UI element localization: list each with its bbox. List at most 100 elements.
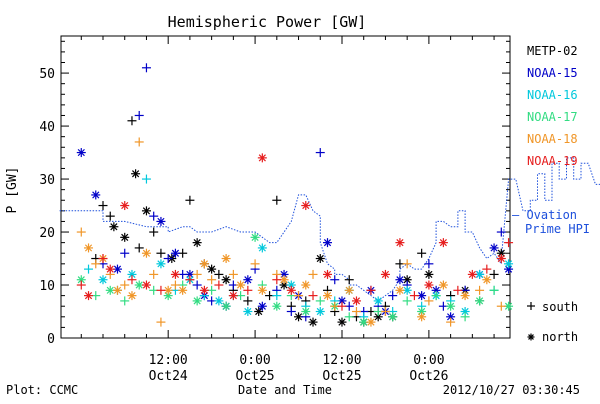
data-point-south: [170, 280, 180, 290]
data-point-south: [424, 259, 434, 269]
data-point-south: [149, 211, 159, 221]
data-point-south: [76, 227, 86, 237]
data-point-south: [105, 211, 115, 221]
data-point-south: [250, 259, 260, 269]
data-point-south: [156, 248, 166, 258]
data-point-north: [257, 153, 267, 163]
data-point-north: [112, 285, 122, 295]
ovation-label-line2: Prime HPI: [525, 222, 590, 236]
data-point-north: [221, 275, 231, 285]
data-point-south: [127, 116, 137, 126]
data-point-south: [207, 275, 217, 285]
data-point-south: [156, 285, 166, 295]
data-point-south: [156, 317, 166, 327]
data-point-north: [344, 285, 354, 295]
data-point-north: [272, 301, 282, 311]
legend-entry: NOAA-18: [527, 132, 578, 146]
data-point-south: [149, 269, 159, 279]
legend-north-label: north: [542, 330, 578, 344]
data-point-north: [438, 238, 448, 248]
data-point-north: [192, 238, 202, 248]
legend-north-entry: north: [527, 330, 578, 344]
data-point-south: [351, 307, 361, 317]
data-point-north: [91, 190, 101, 200]
data-point-south: [91, 259, 101, 269]
data-point-north: [286, 280, 296, 290]
data-point-south: [134, 243, 144, 253]
data-point-north: [207, 264, 217, 274]
data-point-north: [141, 280, 151, 290]
data-point-north: [395, 285, 405, 295]
data-point-north: [156, 216, 166, 226]
data-point-north: [475, 269, 485, 279]
data-point-south: [402, 259, 412, 269]
data-point-north: [199, 259, 209, 269]
data-point-north: [141, 206, 151, 216]
data-point-south: [308, 291, 318, 301]
data-point-north: [236, 280, 246, 290]
data-point-north: [402, 285, 412, 295]
chart-title: Hemispheric Power [GW]: [168, 13, 367, 31]
data-point-north: [323, 291, 333, 301]
x-tick-date-label: Oct26: [409, 369, 448, 384]
legend: METP-02 NOAA-15 NOAA-16 NOAA-17 NOAA-18 NOAA-…: [527, 44, 578, 344]
data-point-south: [286, 307, 296, 317]
data-point-north: [286, 285, 296, 295]
data-point-north: [120, 201, 130, 211]
data-point-north: [482, 275, 492, 285]
data-point-south: [402, 296, 412, 306]
data-point-north: [127, 269, 137, 279]
y-axis-label: P [GW]: [5, 167, 20, 214]
data-point-south: [185, 275, 195, 285]
data-point-north: [301, 307, 311, 317]
data-point-north: [170, 269, 180, 279]
plot-credit: Plot: CCMC: [6, 383, 78, 397]
data-point-south: [496, 301, 506, 311]
data-point-south: [76, 280, 86, 290]
data-point-south: [475, 285, 485, 295]
data-point-north: [243, 307, 253, 317]
data-point-south: [163, 254, 173, 264]
data-point-south: [431, 291, 441, 301]
legend-entry: NOAA-19: [527, 154, 578, 168]
data-point-north: [221, 254, 231, 264]
data-point-south: [504, 238, 514, 248]
data-point-north: [127, 291, 137, 301]
x-tick-time-label: 12:00: [149, 353, 188, 368]
data-point-north: [156, 259, 166, 269]
data-point-south: [192, 280, 202, 290]
data-point-north: [446, 301, 456, 311]
data-point-north: [380, 269, 390, 279]
data-point-north: [366, 317, 376, 327]
data-point-north: [141, 248, 151, 258]
data-point-south: [482, 264, 492, 274]
data-point-north: [199, 285, 209, 295]
data-point-south: [98, 201, 108, 211]
x-axis-label: Date and Time: [238, 383, 332, 397]
data-point-south: [380, 307, 390, 317]
y-tick-label: 50: [39, 67, 55, 82]
legend-south-entry: south: [527, 300, 578, 314]
data-point-north: [301, 201, 311, 211]
data-point-north: [243, 275, 253, 285]
data-point-north: [475, 296, 485, 306]
data-point-south: [149, 227, 159, 237]
data-point-south: [424, 296, 434, 306]
data-point-south: [228, 269, 238, 279]
data-point-south: [489, 269, 499, 279]
data-point-north: [395, 238, 405, 248]
data-point-south: [272, 275, 282, 285]
data-point-south: [243, 285, 253, 295]
data-point-north: [424, 269, 434, 279]
data-point-north: [250, 232, 260, 242]
data-point-north: [496, 254, 506, 264]
data-point-south: [214, 269, 224, 279]
data-point-north: [221, 301, 231, 311]
y-tick-label: 40: [39, 120, 55, 135]
data-point-north: [315, 307, 325, 317]
x-tick-time-label: 0:00: [413, 353, 444, 368]
data-point-south: [417, 248, 427, 258]
data-point-south: [192, 269, 202, 279]
legend-south-label: south: [542, 300, 578, 314]
